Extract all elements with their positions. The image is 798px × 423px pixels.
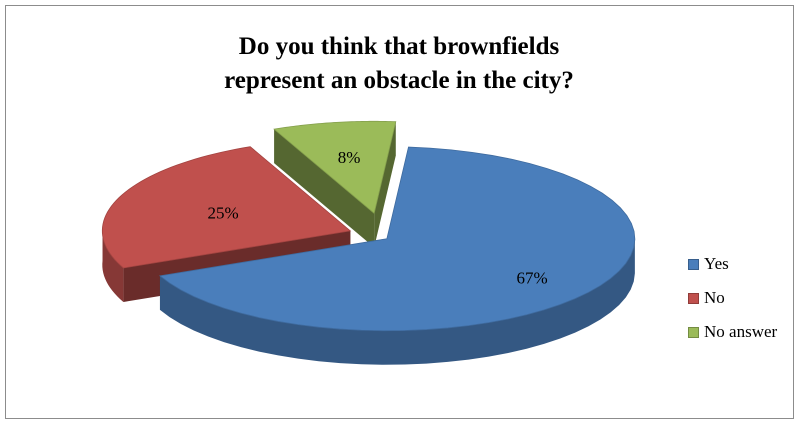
legend-label-no-answer: No answer: [704, 322, 778, 341]
chart-title-line-2: represent an obstacle in the city?: [224, 67, 574, 94]
pie-slice-no-answer: [273, 120, 397, 248]
legend-item-no-answer: No answer: [688, 322, 784, 342]
data-label-yes: 67%: [516, 268, 547, 287]
legend-item-yes: Yes: [688, 254, 784, 274]
legend-swatch-yes: [688, 259, 699, 270]
pie-slice-no-answer-side-1: [374, 121, 396, 248]
pie-slice-yes: [158, 146, 636, 365]
pie-slice-no-answer-top: [273, 120, 397, 215]
pie-slice-no-wall: [102, 226, 124, 302]
legend-label-no: No: [704, 288, 725, 307]
chart-title-line-1: Do you think that brownfields: [238, 33, 560, 60]
legend-item-no: No: [688, 288, 784, 308]
legend-label-yes: Yes: [704, 254, 729, 273]
legend-swatch-no: [688, 293, 699, 304]
data-label-no: 25%: [208, 204, 239, 223]
chart-legend: Yes No No answer: [688, 254, 784, 356]
chart-title: Do you think that brownfields represent …: [0, 30, 798, 98]
pie-slice-yes-top: [158, 146, 636, 332]
pie-slice-yes-wall: [159, 239, 635, 365]
pie-slice-no-top: [101, 146, 352, 269]
legend-swatch-no-answer: [688, 327, 699, 338]
data-label-no-answer: 8%: [338, 148, 361, 167]
pie-slice-no-answer-side-0: [274, 129, 375, 248]
